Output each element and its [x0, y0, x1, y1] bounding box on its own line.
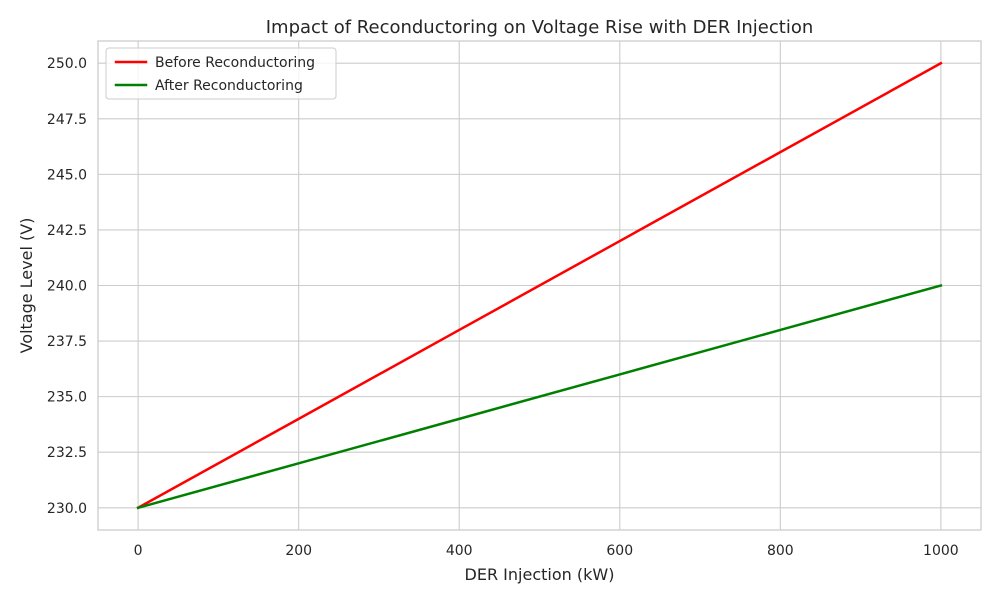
x-tick-label: 600: [606, 543, 633, 559]
x-axis-label: DER Injection (kW): [465, 565, 615, 584]
y-tick-label: 237.5: [47, 334, 87, 350]
x-tick-label: 0: [134, 543, 143, 559]
x-tick-label: 400: [446, 543, 473, 559]
y-axis-label: Voltage Level (V): [17, 218, 36, 354]
x-tick-label: 200: [285, 543, 312, 559]
x-tick-label: 800: [767, 543, 794, 559]
y-tick-label: 235.0: [47, 390, 87, 406]
y-tick-label: 245.0: [47, 167, 87, 183]
legend-box: [105, 47, 337, 100]
y-tick-label: 240.0: [47, 279, 87, 295]
legend: Before Reconductoring After Reconductori…: [105, 47, 337, 100]
series-lines: [136, 61, 943, 510]
y-tick-label: 242.5: [47, 223, 87, 239]
y-tick-label: 250.0: [47, 56, 87, 72]
y-tick-label: 232.5: [47, 445, 87, 461]
legend-label-after: After Reconductoring: [155, 78, 303, 94]
series-line-before: [136, 61, 943, 510]
chart-title: Impact of Reconductoring on Voltage Rise…: [266, 17, 814, 38]
y-tick-label: 230.0: [47, 501, 87, 517]
series-line-after: [136, 283, 943, 510]
y-tick-label: 247.5: [47, 112, 87, 128]
plot-frame: [97, 40, 982, 531]
tick-labels: 0 200 400 600 800 1000 230.0 232.5 235.0 237.5 240…: [47, 56, 959, 559]
x-tick-label: 1000: [923, 543, 959, 559]
legend-label-before: Before Reconductoring: [155, 55, 315, 71]
